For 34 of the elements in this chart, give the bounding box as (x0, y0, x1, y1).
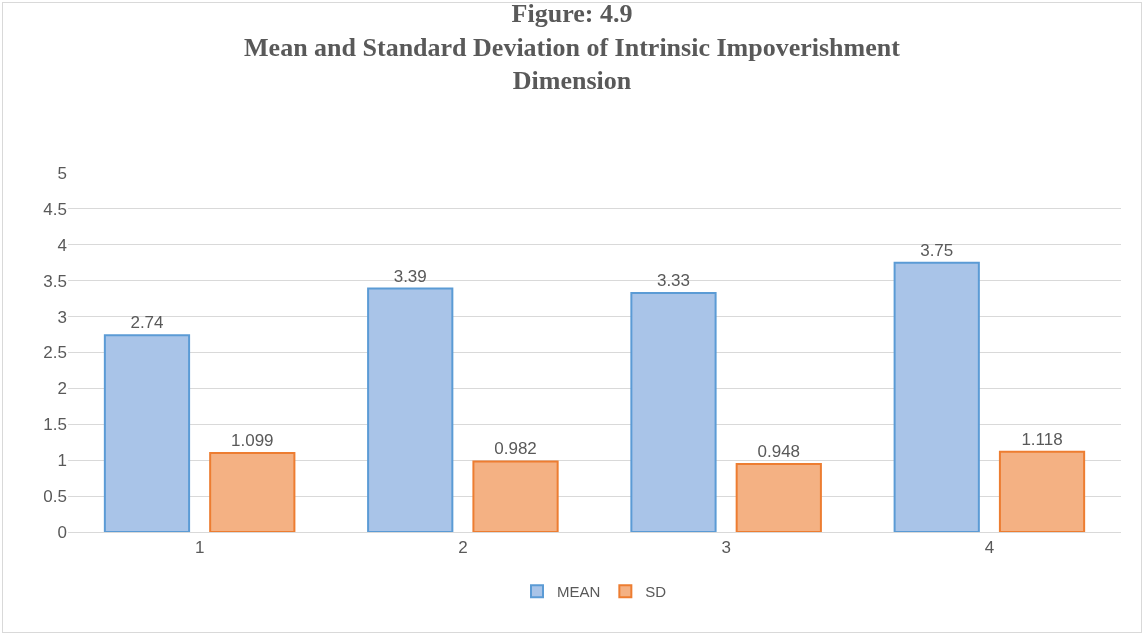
data-label: 2.74 (130, 313, 164, 333)
y-tick-label: 0 (57, 522, 67, 542)
x-tick-label: 4 (984, 538, 995, 558)
bar (735, 462, 822, 532)
data-label: 1.099 (231, 431, 274, 451)
bar (630, 291, 717, 532)
data-label: 0.948 (757, 441, 801, 461)
y-tick-label: 3.5 (43, 271, 67, 291)
legend-label: MEAN (557, 583, 601, 601)
bar (472, 460, 559, 532)
y-tick-label: 3 (57, 307, 67, 327)
data-label: 3.39 (393, 266, 427, 286)
y-tick-label: 5 (57, 163, 67, 183)
bar (998, 450, 1086, 532)
data-label: 0.982 (494, 439, 537, 459)
y-tick-label: 2.5 (43, 343, 67, 363)
bar (209, 452, 296, 532)
bar (367, 287, 454, 532)
bar (893, 261, 980, 532)
data-label: 3.33 (656, 270, 691, 290)
y-tick-label: 2 (57, 379, 67, 399)
y-tick-label: 4 (57, 235, 67, 255)
data-label: 1.118 (1021, 429, 1063, 449)
x-tick-label: 3 (721, 538, 731, 558)
y-tick-label: 0.5 (43, 487, 67, 507)
chart-title: Figure: 4.9 Mean and Standard Deviation of Intrinsic Impoverishment Dimension (244, 0, 901, 96)
y-tick-label: 4.5 (43, 199, 67, 219)
y-tick-label: 1.5 (43, 415, 67, 435)
bar (103, 334, 191, 532)
y-tick-label: 1 (57, 451, 67, 471)
legend-label: SD (645, 583, 667, 601)
data-label: 3.75 (920, 240, 954, 260)
x-tick-label: 2 (458, 538, 468, 558)
x-tick-label: 1 (194, 538, 205, 558)
